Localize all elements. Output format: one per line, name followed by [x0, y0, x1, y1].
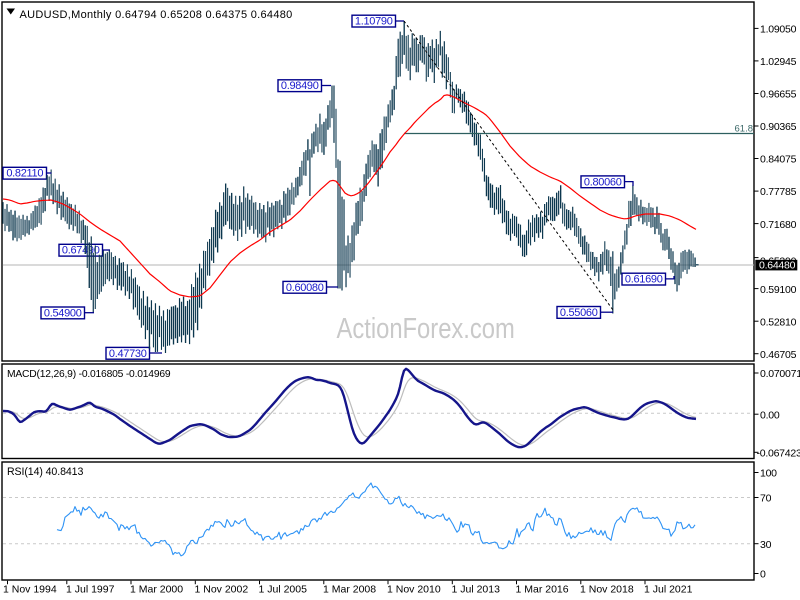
- svg-text:1 Jul 2005: 1 Jul 2005: [259, 584, 308, 596]
- svg-text:0.59100: 0.59100: [760, 284, 797, 296]
- svg-text:1.10790: 1.10790: [355, 16, 393, 28]
- svg-text:0.71680: 0.71680: [760, 219, 797, 231]
- svg-text:-0.067423: -0.067423: [757, 448, 800, 460]
- svg-text:0.96655: 0.96655: [760, 89, 797, 101]
- svg-text:1 Jul 2013: 1 Jul 2013: [452, 584, 501, 596]
- svg-text:1 Jul 2021: 1 Jul 2021: [644, 584, 693, 596]
- svg-text:0.52810: 0.52810: [760, 316, 797, 328]
- svg-text:1 Mar 2000: 1 Mar 2000: [130, 584, 183, 596]
- svg-text:0.84075: 0.84075: [760, 154, 797, 166]
- svg-text:0.61690: 0.61690: [625, 274, 663, 286]
- svg-text:1 Nov 1994: 1 Nov 1994: [3, 584, 57, 596]
- svg-text:RSI(14) 40.8413: RSI(14) 40.8413: [7, 466, 83, 478]
- svg-text:0.64480: 0.64480: [759, 260, 796, 272]
- svg-text:70: 70: [760, 493, 772, 505]
- svg-text:0.77785: 0.77785: [760, 186, 797, 198]
- svg-text:0.80060: 0.80060: [584, 176, 622, 188]
- svg-text:0.98490: 0.98490: [281, 80, 319, 92]
- svg-text:0.60080: 0.60080: [286, 282, 324, 294]
- svg-text:AUDUSD,Monthly 0.64794 0.6520: AUDUSD,Monthly 0.64794 0.65208 0.64375 0…: [20, 9, 293, 21]
- svg-text:1 Nov 2018: 1 Nov 2018: [580, 584, 634, 596]
- svg-text:0: 0: [760, 569, 766, 581]
- svg-text:MACD(12,26,9) -0.016805 -0.014: MACD(12,26,9) -0.016805 -0.014969: [7, 369, 171, 380]
- svg-text:61.8: 61.8: [735, 124, 754, 135]
- svg-text:0.67490: 0.67490: [62, 245, 100, 257]
- svg-text:30: 30: [760, 539, 772, 551]
- svg-text:1 Mar 2016: 1 Mar 2016: [516, 584, 569, 596]
- svg-text:ActionForex.com: ActionForex.com: [337, 312, 515, 345]
- svg-text:1.09050: 1.09050: [760, 24, 797, 36]
- svg-text:0.46705: 0.46705: [760, 349, 797, 361]
- svg-text:0.54900: 0.54900: [44, 307, 82, 319]
- svg-text:1.02945: 1.02945: [760, 56, 797, 68]
- svg-text:1 Nov 2010: 1 Nov 2010: [387, 584, 441, 596]
- svg-text:1 Mar 2008: 1 Mar 2008: [323, 584, 376, 596]
- svg-text:0.47730: 0.47730: [109, 348, 147, 360]
- svg-text:1 Nov 2002: 1 Nov 2002: [195, 584, 249, 596]
- svg-text:0.070071: 0.070071: [760, 368, 800, 380]
- svg-text:0.00: 0.00: [760, 409, 780, 421]
- svg-text:100: 100: [760, 468, 777, 480]
- svg-text:0.90365: 0.90365: [760, 121, 797, 133]
- svg-text:0.55060: 0.55060: [560, 307, 598, 319]
- svg-text:0.82110: 0.82110: [6, 168, 43, 180]
- svg-text:1 Jul 1997: 1 Jul 1997: [66, 584, 115, 596]
